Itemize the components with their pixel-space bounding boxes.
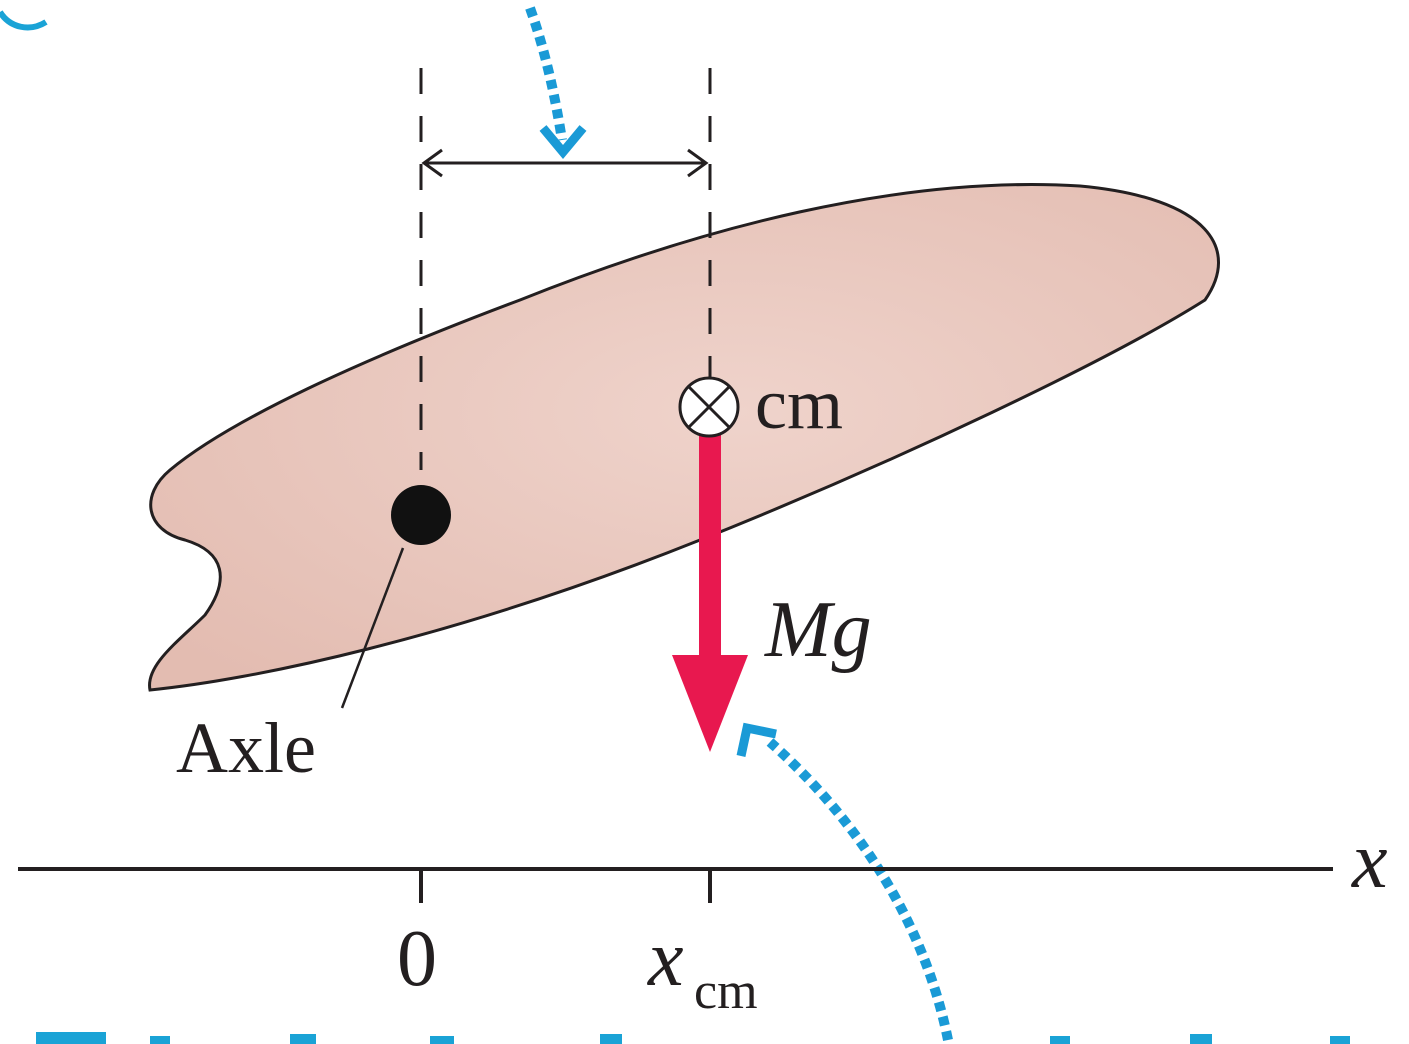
rigid-body	[148, 183, 1221, 692]
origin-tick-label: 0	[397, 915, 437, 1003]
bottom-caption-fragment	[36, 1032, 1350, 1044]
lever-arm-dimension-arrow	[421, 148, 709, 178]
center-of-mass-icon	[678, 376, 740, 438]
axle-leader-line	[340, 547, 405, 709]
top-caption-fragment	[0, 10, 48, 31]
cm-label: cm	[755, 364, 843, 444]
x-axis-label: x	[1351, 817, 1388, 905]
bottom-callout-arrow	[736, 722, 953, 1041]
top-callout-arrow	[525, 6, 587, 160]
force-label: Mg	[764, 586, 872, 674]
axle-label: Axle	[176, 708, 316, 788]
cm-tick-label: x	[647, 915, 684, 1003]
cm-tick-subscript: cm	[694, 963, 758, 1020]
axle-pivot	[391, 485, 451, 545]
gravity-force-arrow	[672, 435, 748, 752]
